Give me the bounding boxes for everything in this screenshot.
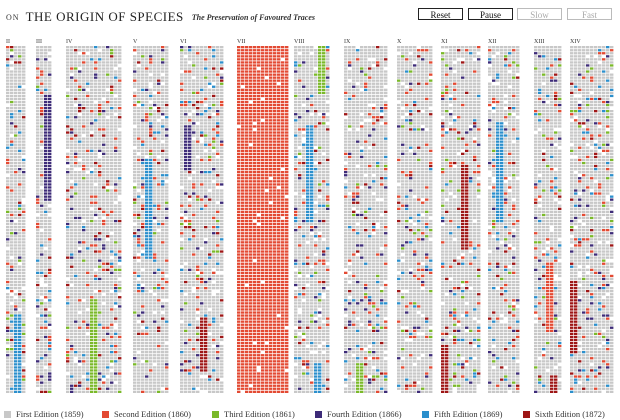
chapter-column [294, 46, 330, 393]
chapter-column [344, 46, 388, 393]
legend-item-fourth-edition: Fourth Edition (1866) [315, 409, 402, 420]
legend-label: Fourth Edition (1866) [327, 409, 402, 419]
page-subtitle: The Preservation of Favoured Traces [191, 12, 316, 22]
slow-button[interactable]: Slow [517, 8, 562, 20]
chapter-label: III [36, 39, 42, 45]
legend-item-first-edition: First Edition (1859) [4, 409, 84, 420]
chapter-label: X [397, 39, 402, 45]
chapter-label: XI [441, 39, 447, 45]
chapter-column [6, 46, 26, 393]
chapter-column [441, 46, 481, 393]
edition-changes-chart: II III IV V VI VII VIII IX X XI XII XIII XIV [0, 36, 620, 394]
chapter-label: IX [344, 39, 351, 45]
legend-item-fifth-edition: Fifth Edition (1869) [422, 409, 502, 420]
chapter-column [133, 46, 169, 393]
legend-label: Fifth Edition (1869) [434, 409, 503, 419]
chapter-label: IV [66, 39, 73, 45]
chapter-column [534, 46, 562, 393]
legend-label: Second Edition (1860) [114, 409, 191, 419]
chapter-label: VIII [294, 39, 304, 45]
chapter-label: II [6, 39, 10, 45]
reset-button[interactable]: Reset [418, 8, 463, 20]
chapter-label: XII [488, 39, 496, 45]
legend-swatch [4, 410, 11, 418]
edition-legend: First Edition (1859) Second Edition (186… [4, 409, 620, 420]
fast-button[interactable]: Fast [567, 8, 612, 20]
legend-item-second-edition: Second Edition (1860) [102, 409, 191, 420]
title-prefix: ON [6, 12, 20, 22]
legend-label: First Edition (1859) [16, 409, 84, 419]
page-title: THE ORIGIN OF SPECIES [25, 9, 184, 25]
chapter-label: XIII [534, 39, 544, 45]
legend-swatch [212, 410, 219, 418]
chapter-column [180, 46, 224, 393]
legend-item-sixth-edition: Sixth Edition (1872) [523, 409, 605, 420]
legend-swatch [315, 410, 322, 418]
legend-swatch [422, 410, 429, 418]
chapter-column [570, 46, 614, 393]
chapter-column [397, 46, 433, 393]
legend-label: Sixth Edition (1872) [535, 409, 605, 419]
chapter-label: V [133, 39, 138, 45]
chapter-label: XIV [570, 39, 581, 45]
chapter-column [66, 46, 122, 393]
chapter-columns: II III IV V VI VII VIII IX X XI XII XIII XIV [6, 39, 614, 393]
header: ON THE ORIGIN OF SPECIES The Preservatio… [6, 8, 315, 28]
legend-swatch [523, 410, 530, 418]
chapter-column [488, 46, 520, 393]
chapter-column [36, 46, 52, 393]
chapter-label: VII [237, 39, 245, 45]
legend-swatch [102, 410, 109, 418]
chapter-column [237, 46, 289, 393]
chapter-label: VI [180, 39, 186, 45]
pause-button[interactable]: Pause [468, 8, 513, 20]
legend-label: Third Edition (1861) [224, 409, 295, 419]
legend-item-third-edition: Third Edition (1861) [212, 409, 295, 420]
